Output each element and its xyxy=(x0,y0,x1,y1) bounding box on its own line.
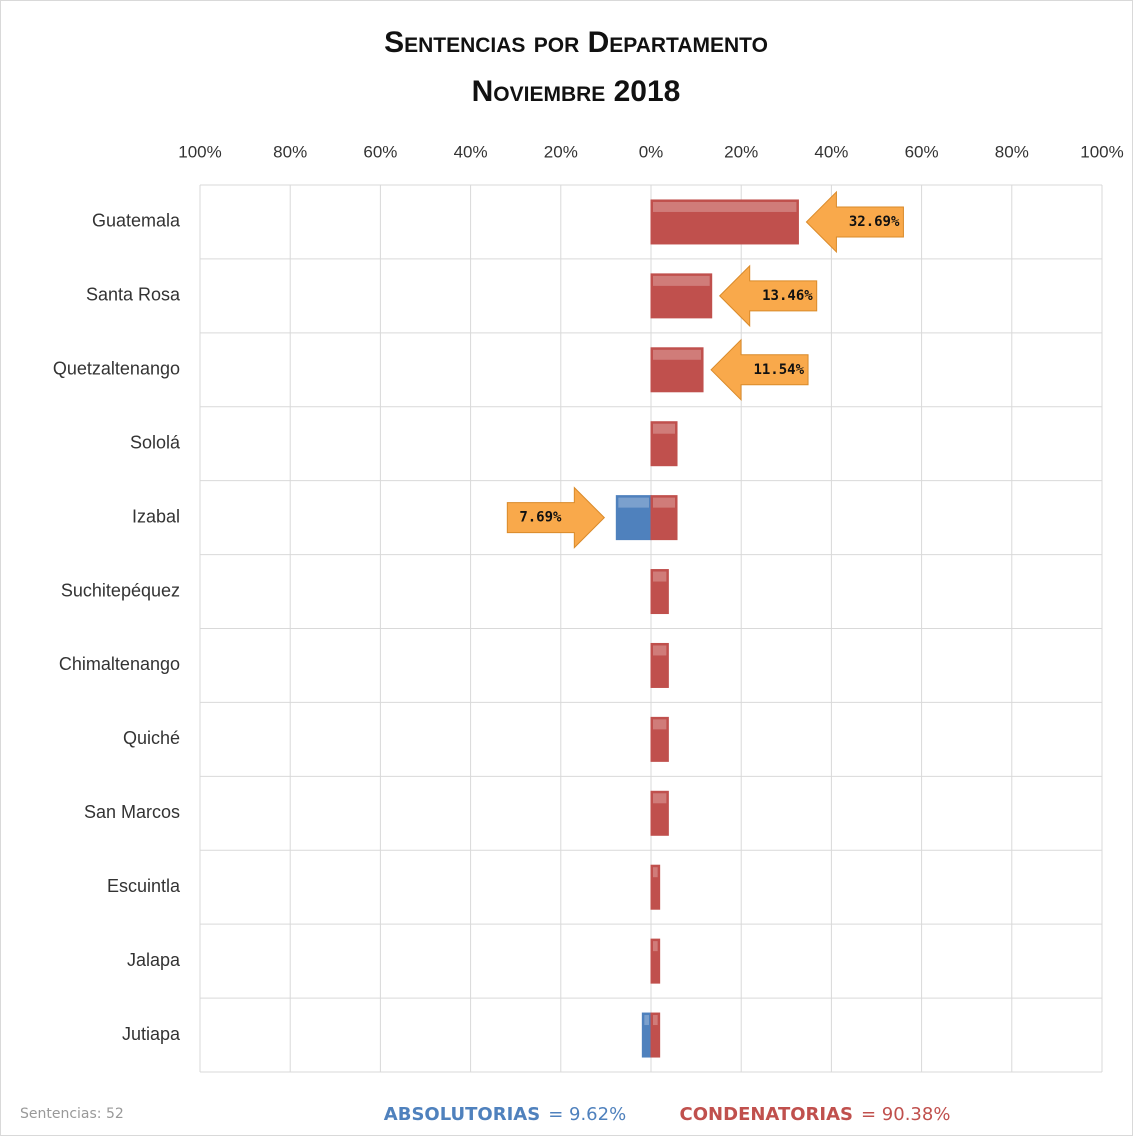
y-tick-label: Sololá xyxy=(130,432,181,452)
x-tick-label: 80% xyxy=(995,142,1029,161)
bar-highlight xyxy=(653,645,667,656)
bar xyxy=(650,495,678,541)
x-tick-label: 40% xyxy=(454,142,488,161)
bar-highlight xyxy=(653,423,676,434)
bar-highlight xyxy=(653,275,710,286)
bar-highlight xyxy=(653,497,676,508)
chart-subtitle: Noviembre 2018 xyxy=(472,75,681,108)
bar xyxy=(650,199,799,245)
legend-entry: CONDENATORIAS = 90.38% xyxy=(680,1104,951,1125)
x-tick-label: 100% xyxy=(1080,142,1123,161)
x-tick-label: 60% xyxy=(363,142,397,161)
x-tick-label: 80% xyxy=(273,142,307,161)
value-label: 32.69% xyxy=(849,214,900,230)
legend-total: = 90.38% xyxy=(861,1104,950,1125)
legend-name: ABSOLUTORIAS xyxy=(384,1104,540,1125)
bar xyxy=(650,421,678,467)
x-tick-label: 40% xyxy=(814,142,848,161)
y-tick-label: Izabal xyxy=(132,506,180,526)
bar-highlight xyxy=(653,719,667,730)
legend-total: = 9.62% xyxy=(548,1104,626,1125)
bar xyxy=(650,273,713,319)
bar xyxy=(650,347,704,393)
bar-highlight xyxy=(618,497,649,508)
annotation: Sentencias: 52 xyxy=(20,1106,124,1122)
bar xyxy=(650,790,669,836)
y-tick-label: Santa Rosa xyxy=(86,285,181,305)
bar xyxy=(650,642,669,688)
x-tick-label: 60% xyxy=(905,142,939,161)
bar-highlight xyxy=(653,349,702,360)
legend-entry: ABSOLUTORIAS = 9.62% xyxy=(384,1104,626,1125)
value-label: 11.54% xyxy=(753,362,804,378)
label-arrow xyxy=(805,190,904,254)
bar-highlight xyxy=(653,571,667,582)
x-tick-label: 0% xyxy=(639,142,664,161)
label-arrow xyxy=(718,264,818,328)
y-tick-label: Escuintla xyxy=(107,876,181,896)
value-label: 7.69% xyxy=(519,510,562,526)
bar-highlight xyxy=(653,941,658,952)
y-tick-label: Chimaltenango xyxy=(59,654,180,674)
bar xyxy=(650,864,661,910)
y-tick-label: Quiché xyxy=(123,728,180,748)
x-tick-label: 100% xyxy=(178,142,221,161)
x-tick-label: 20% xyxy=(724,142,758,161)
x-tick-label: 20% xyxy=(544,142,578,161)
y-tick-label: Jalapa xyxy=(127,950,181,970)
y-tick-label: Quetzaltenango xyxy=(53,359,180,379)
bar-highlight xyxy=(653,201,797,212)
label-arrow xyxy=(506,486,606,549)
bar xyxy=(650,569,669,615)
bar-highlight xyxy=(653,793,667,804)
bar xyxy=(650,1012,661,1058)
y-tick-label: Suchitepéquez xyxy=(61,580,180,600)
y-tick-label: Guatemala xyxy=(92,211,181,231)
legend-name: CONDENATORIAS xyxy=(680,1104,853,1125)
value-label: 13.46% xyxy=(762,288,813,304)
y-tick-label: Jutiapa xyxy=(122,1024,181,1044)
bar-highlight xyxy=(653,1015,658,1026)
label-arrow xyxy=(710,338,809,401)
chart-title: Sentencias por Departamento xyxy=(384,26,768,59)
bar xyxy=(650,716,669,762)
bar xyxy=(650,938,661,984)
bar-highlight xyxy=(644,1015,649,1026)
bar-highlight xyxy=(653,867,658,878)
y-tick-label: San Marcos xyxy=(84,802,180,822)
